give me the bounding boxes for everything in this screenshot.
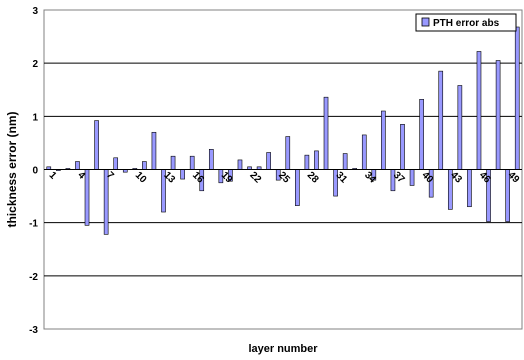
bar xyxy=(514,26,520,170)
x-axis-label: layer number xyxy=(248,343,318,355)
bar xyxy=(467,169,472,208)
bar xyxy=(142,161,147,170)
bar xyxy=(189,155,195,170)
bar xyxy=(113,157,119,170)
gridlines xyxy=(44,62,522,277)
legend-swatch xyxy=(421,17,430,27)
bar xyxy=(94,120,99,170)
y-tick-label: 0 xyxy=(32,166,38,177)
bar xyxy=(208,149,214,170)
y-tick-label: 3 xyxy=(32,6,38,17)
bar xyxy=(266,152,271,170)
bar xyxy=(314,150,319,170)
bar xyxy=(84,169,90,226)
bar xyxy=(304,154,310,170)
y-tick-label: 2 xyxy=(32,59,38,70)
y-tick-label: 1 xyxy=(32,112,38,123)
bar xyxy=(180,169,185,180)
legend-label: PTH error abs xyxy=(433,18,500,29)
bar xyxy=(342,153,348,170)
bar xyxy=(409,169,415,186)
bar xyxy=(285,136,291,170)
bar xyxy=(75,161,80,170)
y-axis-label: thickness error (nm) xyxy=(5,111,19,227)
bar xyxy=(457,85,463,170)
bar xyxy=(381,110,386,170)
bar xyxy=(151,131,157,170)
legend-box xyxy=(415,13,517,32)
bar xyxy=(237,159,243,170)
bar xyxy=(438,70,444,170)
y-tick-label: -3 xyxy=(29,325,38,336)
bar xyxy=(361,134,367,170)
bar xyxy=(495,60,501,170)
bar xyxy=(400,124,405,170)
y-tick-label: -2 xyxy=(29,272,38,283)
y-tick-labels: -3 -2 -1 0 1 2 3 xyxy=(29,6,38,336)
bar xyxy=(323,96,329,170)
bar xyxy=(476,51,482,170)
y-tick-label: -1 xyxy=(29,219,38,230)
bars xyxy=(46,26,520,235)
bar xyxy=(419,99,424,170)
bar xyxy=(170,155,176,170)
legend: PTH error abs xyxy=(415,13,517,32)
bar xyxy=(295,169,300,206)
